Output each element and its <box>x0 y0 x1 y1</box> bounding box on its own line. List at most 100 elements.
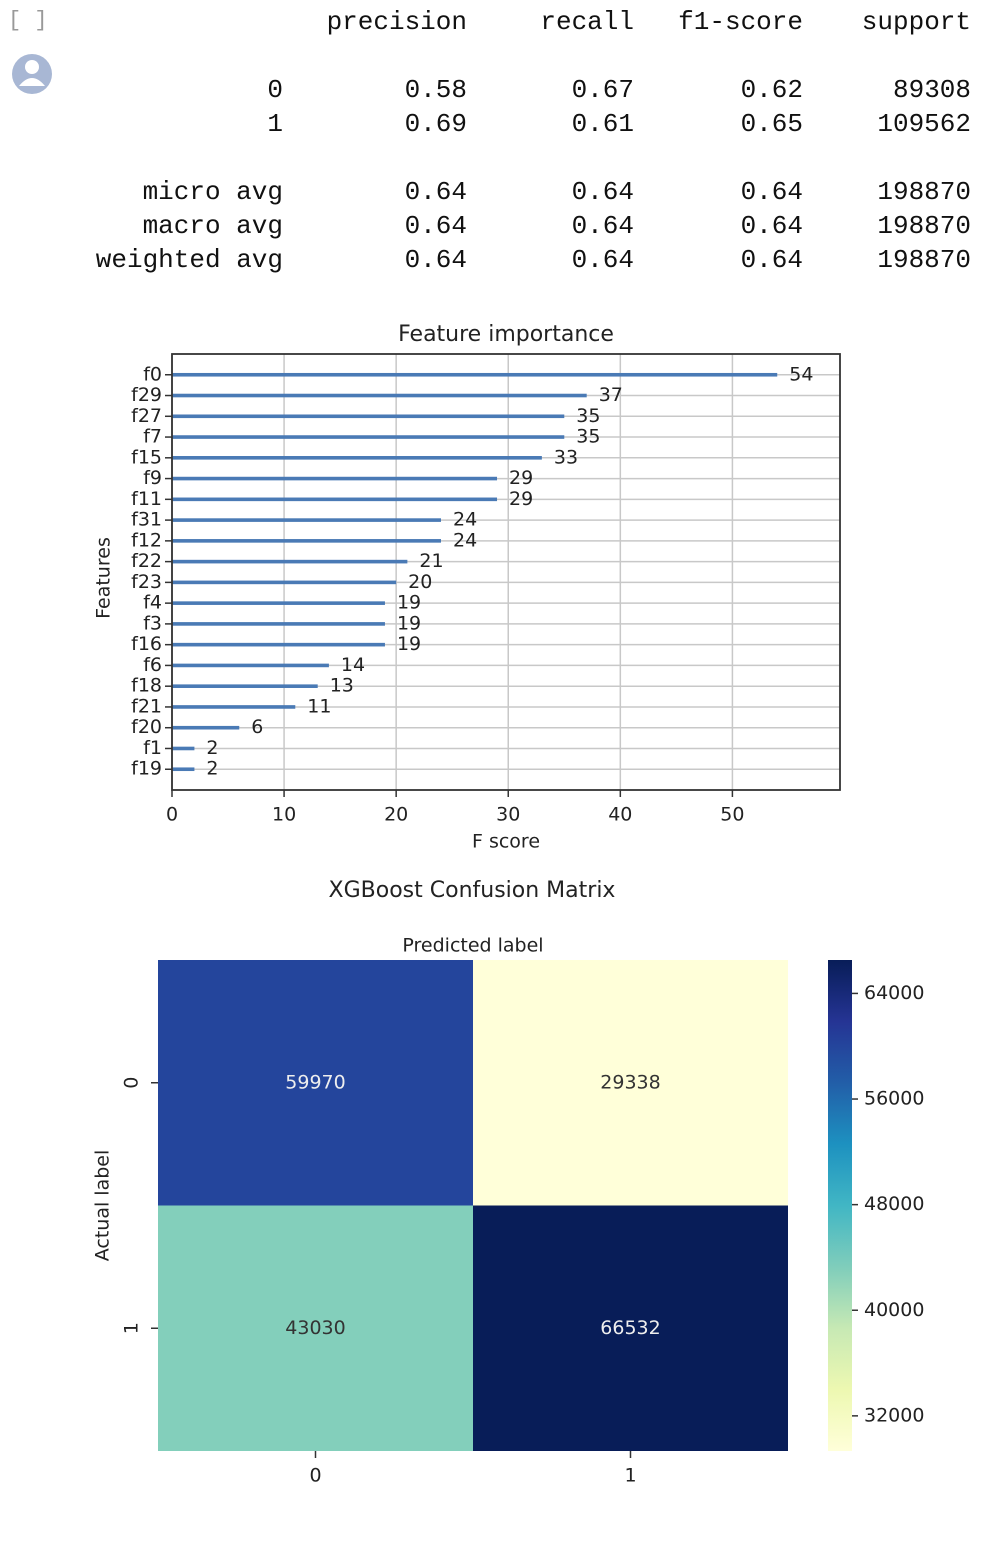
heatmap-cell <box>473 1205 788 1451</box>
report-cell: 0.64 <box>405 245 467 275</box>
report-cell: 0.64 <box>741 245 803 275</box>
y-tick-label: f11 <box>131 488 162 510</box>
value-label: 6 <box>251 716 263 738</box>
bar <box>172 393 587 398</box>
x-axis-label: Predicted label <box>402 935 543 957</box>
bar <box>172 663 329 668</box>
y-tick-label: f9 <box>143 467 162 489</box>
y-axis-label: Actual label <box>92 1150 114 1262</box>
x-tick-label: 30 <box>496 804 520 826</box>
report-cell: 109562 <box>877 109 971 139</box>
report-cell: 0.64 <box>572 245 634 275</box>
y-tick-label: f6 <box>143 654 162 676</box>
report-row-label: 1 <box>267 109 283 139</box>
report-cell: 198870 <box>877 211 971 241</box>
chart-title: XGBoost Confusion Matrix <box>329 878 616 903</box>
report-header: recall <box>540 7 634 37</box>
cell-label: 66532 <box>600 1317 660 1339</box>
cell-label: 29338 <box>600 1071 660 1093</box>
y-axis-label: Features <box>93 537 115 619</box>
report-cell: 0.62 <box>741 75 803 105</box>
bar <box>172 601 385 605</box>
value-label: 19 <box>397 633 421 655</box>
x-tick-label: 20 <box>384 804 408 826</box>
y-tick-label: f20 <box>131 716 162 738</box>
bar <box>172 580 397 585</box>
y-tick-label: f29 <box>131 384 162 406</box>
report-cell: 0.64 <box>405 177 467 207</box>
x-tick-label: 1 <box>624 1465 636 1487</box>
value-label: 14 <box>341 654 365 676</box>
x-tick-label: 0 <box>309 1465 321 1487</box>
value-label: 33 <box>554 446 578 468</box>
value-label: 37 <box>599 384 623 406</box>
report-cell: 0.65 <box>741 109 803 139</box>
cell-label: 59970 <box>285 1071 345 1093</box>
report-cell: 198870 <box>877 177 971 207</box>
report-cell: 0.64 <box>572 211 634 241</box>
y-tick-label: f18 <box>131 675 162 697</box>
value-label: 24 <box>453 509 477 531</box>
value-label: 24 <box>453 529 477 551</box>
bar <box>172 435 565 439</box>
y-tick-label: f15 <box>131 446 162 468</box>
y-tick-label: f12 <box>131 529 162 551</box>
value-label: 11 <box>307 695 331 717</box>
report-cell: 0.64 <box>741 211 803 241</box>
heatmap-cell <box>158 960 473 1206</box>
x-tick-label: 50 <box>720 804 744 826</box>
y-tick-label: f7 <box>143 426 162 448</box>
x-axis-label: F score <box>472 831 540 853</box>
bar <box>172 746 195 751</box>
bar <box>172 456 542 460</box>
y-tick-label: f22 <box>131 550 162 572</box>
value-label: 29 <box>509 488 533 510</box>
value-label: 20 <box>408 571 432 593</box>
bar <box>172 767 195 772</box>
report-cell: 198870 <box>877 245 971 275</box>
bar <box>172 684 318 688</box>
x-tick-label: 10 <box>272 804 296 826</box>
report-row-label: macro avg <box>143 211 283 241</box>
colorbar-tick-label: 64000 <box>864 982 924 1004</box>
report-cell: 89308 <box>893 75 971 105</box>
y-tick-label: f4 <box>143 592 162 614</box>
value-label: 19 <box>397 612 421 634</box>
report-header: precision <box>327 7 467 37</box>
bar <box>172 642 385 647</box>
value-label: 13 <box>330 675 354 697</box>
x-tick-label: 0 <box>166 804 178 826</box>
report-cell: 0.64 <box>741 177 803 207</box>
bar <box>172 539 441 543</box>
value-label: 2 <box>206 737 218 759</box>
value-label: 21 <box>419 550 443 572</box>
x-tick-label: 40 <box>608 804 632 826</box>
y-tick-label: f19 <box>131 758 162 780</box>
bar <box>172 476 498 481</box>
report-header: support <box>862 7 971 37</box>
report-header: f1-score <box>678 7 803 37</box>
y-tick-label: f27 <box>131 405 162 427</box>
y-tick-label: f23 <box>131 571 162 593</box>
report-cell: 0.69 <box>405 109 467 139</box>
bar <box>172 372 778 377</box>
bar <box>172 725 240 730</box>
colorbar-tick-label: 48000 <box>864 1193 924 1215</box>
cell-prompt: [ ] <box>8 8 48 33</box>
bar <box>172 559 408 564</box>
bar <box>172 705 296 709</box>
colorbar-tick-label: 32000 <box>864 1404 924 1426</box>
report-cell: 0.61 <box>572 109 634 139</box>
value-label: 35 <box>576 426 600 448</box>
chart-title: Feature importance <box>398 322 614 347</box>
heatmap-cell <box>473 960 788 1206</box>
colorbar <box>828 960 852 1451</box>
bar <box>172 518 441 522</box>
y-tick-label: f3 <box>143 612 162 634</box>
y-tick-label: 1 <box>121 1322 143 1334</box>
cell-label: 43030 <box>285 1317 345 1339</box>
bar <box>172 497 498 502</box>
